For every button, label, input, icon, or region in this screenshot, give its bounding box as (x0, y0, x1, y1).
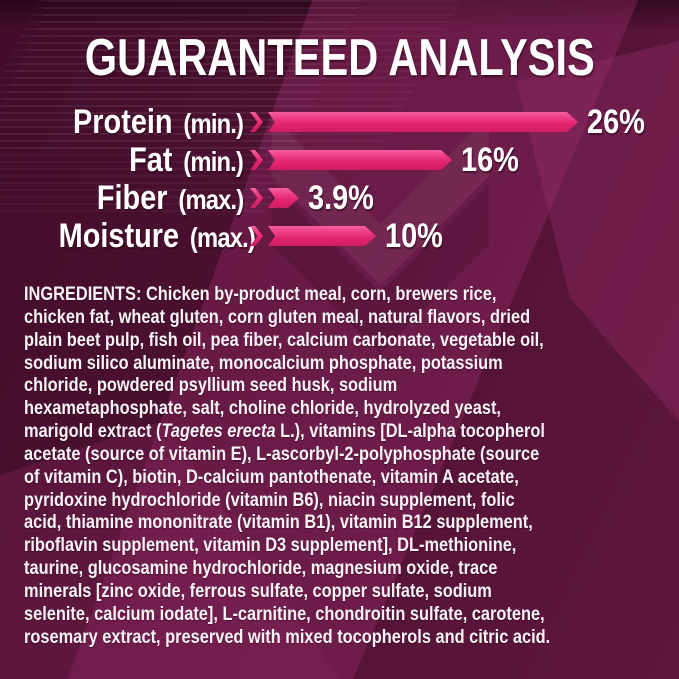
ingredients-line: acetate (source of vitamin E), L-ascorby… (24, 442, 540, 465)
page-title: GUARANTEED ANALYSIS (0, 28, 679, 88)
bar-lead-chevron-icon (249, 112, 263, 132)
ingredients-paragraph: INGREDIENTS: Chicken by-product meal, co… (24, 283, 550, 649)
ingredients-line: marigold extract (Tagetes erecta L.), vi… (24, 420, 545, 443)
ingredients-line: selenite, calcium iodate], L-carnitine, … (24, 602, 545, 625)
ingredients-line: riboflavin supplement, vitamin D3 supple… (24, 534, 517, 557)
nutrient-name: Protein (72, 102, 173, 141)
bar-body (268, 188, 299, 208)
bar-lead-chevron-icon (250, 150, 263, 170)
analysis-row: Fat (min.) 16% (24, 141, 655, 179)
analysis-row: Fiber (max.) 3.9% (24, 179, 655, 217)
ingredients-line: taurine, glucosamine hydrochloride, magn… (24, 557, 498, 580)
analysis-row: Protein (min.) 26% (24, 103, 655, 141)
nutrient-qualifier: (min.) (177, 107, 244, 139)
nutrient-label: Fiber (max.) (24, 179, 243, 218)
bar-body (268, 226, 376, 246)
nutrient-qualifier: (max.) (184, 221, 256, 253)
ingredients-line: sodium silico aluminate, monocalcium pho… (24, 351, 503, 374)
nutrient-bar (250, 226, 376, 246)
ingredients-line: rosemary extract, preserved with mixed t… (24, 625, 551, 648)
ingredients-line: chloride, powdered psyllium seed husk, s… (24, 374, 398, 397)
ingredients-line: acid, thiamine mononitrate (vitamin B1),… (24, 511, 533, 534)
nutrient-value: 10% (385, 216, 443, 255)
nutrient-label: Fat (min.) (24, 140, 244, 180)
nutrient-bar (249, 112, 578, 132)
nutrient-qualifier: (min.) (177, 145, 244, 177)
page-title-text: GUARANTEED ANALYSIS (84, 29, 595, 87)
ingredients-line: pyridoxine hydrochloride (vitamin B6), n… (24, 488, 515, 511)
nutrient-name: Fiber (96, 178, 168, 217)
nutrient-name: Fat (129, 140, 173, 179)
analysis-row: Moisture (max.) 10% (24, 217, 655, 255)
nutrient-value: 3.9% (308, 178, 374, 217)
nutrient-label: Moisture (max.) (24, 216, 256, 256)
ingredients-line: INGREDIENTS: Chicken by-product meal, co… (24, 283, 497, 305)
bar-lead-chevron-icon (250, 188, 263, 208)
bar-body (268, 150, 452, 170)
nutrient-value: 16% (461, 140, 519, 179)
ingredients-line: plain beet pulp, fish oil, pea fiber, ca… (24, 328, 544, 351)
ingredients-line: of vitamin C), biotin, D-calcium pantoth… (24, 465, 519, 488)
nutrient-qualifier: (max.) (172, 183, 244, 215)
ingredients-heading: INGREDIENTS: (24, 283, 146, 305)
nutrient-name: Moisture (58, 216, 180, 255)
bar-body (268, 112, 578, 132)
nutrient-bar (250, 150, 452, 170)
ingredients-line: chicken fat, wheat gluten, corn gluten m… (24, 305, 531, 328)
ingredients-line: minerals [zinc oxide, ferrous sulfate, c… (24, 579, 492, 602)
nutrient-value: 26% (586, 102, 645, 141)
ingredients-line: hexametaphosphate, salt, choline chlorid… (24, 397, 501, 420)
guaranteed-analysis-chart: Protein (min.) 26% Fat (min.) 16% Fiber … (24, 103, 655, 255)
nutrient-label: Protein (min.) (24, 102, 244, 142)
nutrient-bar (250, 188, 299, 208)
